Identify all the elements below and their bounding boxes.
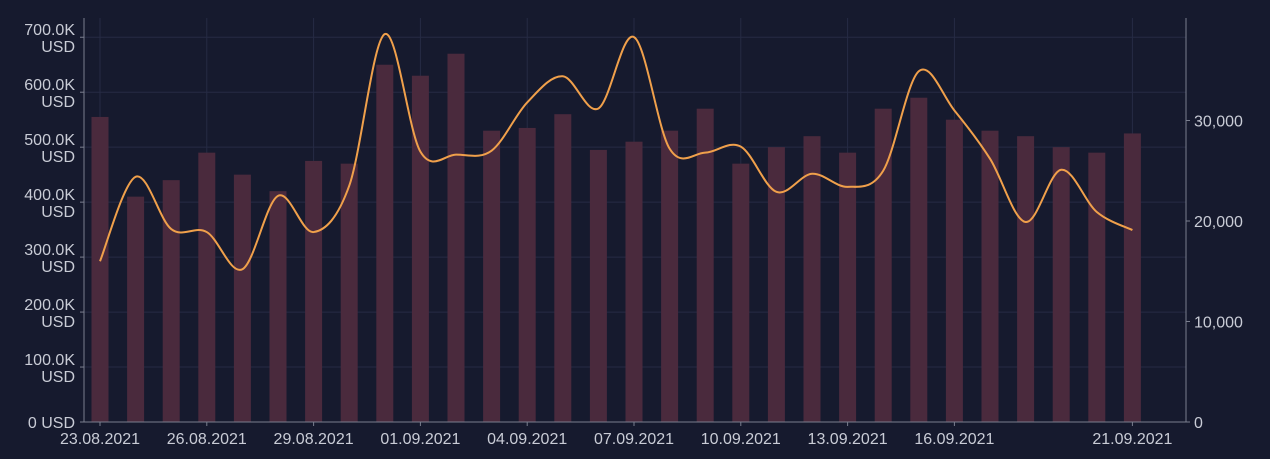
bar bbox=[1088, 152, 1106, 422]
bar bbox=[127, 196, 145, 422]
x-tick-label: 01.09.2021 bbox=[380, 431, 460, 448]
x-tick-label: 23.08.2021 bbox=[60, 431, 140, 448]
right-tick-label: 10,000 bbox=[1194, 315, 1243, 332]
line-series bbox=[99, 33, 1133, 271]
bar bbox=[732, 163, 750, 423]
bar bbox=[340, 163, 358, 423]
left-tick-label: 300.0K USD bbox=[24, 242, 75, 276]
bar bbox=[554, 114, 572, 422]
bar bbox=[162, 180, 180, 422]
bar bbox=[839, 152, 857, 422]
bar bbox=[1017, 136, 1035, 422]
bar bbox=[625, 141, 643, 422]
bar-series bbox=[91, 53, 1141, 423]
bar bbox=[945, 119, 963, 422]
bar bbox=[1052, 147, 1070, 422]
bar bbox=[518, 127, 536, 422]
right-axis-ticks: 0 10,000 20,000 30,000 bbox=[1186, 114, 1243, 432]
bar bbox=[1123, 133, 1141, 422]
left-tick-label: 600.0K USD bbox=[24, 77, 75, 111]
bar bbox=[305, 160, 323, 422]
bar bbox=[376, 64, 394, 423]
left-tick-label-value: 600.0K bbox=[24, 77, 75, 94]
bar bbox=[589, 149, 607, 422]
bar bbox=[198, 152, 216, 422]
bar bbox=[447, 53, 465, 422]
bar bbox=[269, 191, 287, 422]
left-tick-label-unit: USD bbox=[41, 314, 75, 331]
left-tick-label: 500.0K USD bbox=[24, 132, 75, 166]
line-path bbox=[99, 33, 1133, 271]
left-tick-label-unit: USD bbox=[41, 39, 75, 56]
right-tick-label: 20,000 bbox=[1194, 214, 1243, 231]
left-tick-label-value: 100.0K bbox=[24, 352, 75, 369]
left-tick-label-value: 300.0K bbox=[24, 242, 75, 259]
left-tick-label: 400.0K USD bbox=[24, 187, 75, 221]
x-tick-label: 04.09.2021 bbox=[487, 431, 567, 448]
left-tick-label-value: 500.0K bbox=[24, 132, 75, 149]
x-axis-ticks: 23.08.2021 26.08.2021 29.08.2021 01.09.2021… bbox=[60, 422, 1173, 448]
bar bbox=[483, 130, 501, 422]
bar bbox=[661, 130, 679, 422]
left-tick-label: 200.0K USD bbox=[24, 297, 75, 331]
bar bbox=[803, 136, 821, 422]
left-tick-label-unit: USD bbox=[41, 369, 75, 386]
x-tick-label: 07.09.2021 bbox=[594, 431, 674, 448]
left-tick-label-unit: USD bbox=[41, 204, 75, 221]
left-tick-label-value: 200.0K bbox=[24, 297, 75, 314]
left-tick-label: 700.0K USD bbox=[24, 22, 75, 56]
x-tick-label: 21.09.2021 bbox=[1092, 431, 1172, 448]
left-tick-label-unit: USD bbox=[41, 259, 75, 276]
left-tick-label: 100.0K USD bbox=[24, 352, 75, 386]
right-tick-label: 0 bbox=[1194, 415, 1203, 432]
bar bbox=[91, 116, 109, 422]
x-tick-label: 10.09.2021 bbox=[701, 431, 781, 448]
left-tick-label-unit: USD bbox=[41, 94, 75, 111]
axes bbox=[83, 18, 1187, 423]
x-tick-label: 13.09.2021 bbox=[808, 431, 888, 448]
bar bbox=[981, 130, 999, 422]
bar bbox=[910, 97, 928, 422]
x-tick-label: 26.08.2021 bbox=[167, 431, 247, 448]
left-tick-label-value: 700.0K bbox=[24, 22, 75, 39]
x-tick-label: 29.08.2021 bbox=[274, 431, 354, 448]
bar bbox=[696, 108, 714, 422]
left-tick-label: 0 USD bbox=[28, 415, 75, 432]
bar bbox=[411, 75, 429, 422]
bar bbox=[874, 108, 892, 422]
left-tick-label-unit: USD bbox=[41, 149, 75, 166]
left-tick-label-value: 400.0K bbox=[24, 187, 75, 204]
bar bbox=[767, 147, 785, 422]
right-tick-label: 30,000 bbox=[1194, 114, 1243, 131]
bar bbox=[233, 174, 251, 422]
x-tick-label: 16.09.2021 bbox=[914, 431, 994, 448]
